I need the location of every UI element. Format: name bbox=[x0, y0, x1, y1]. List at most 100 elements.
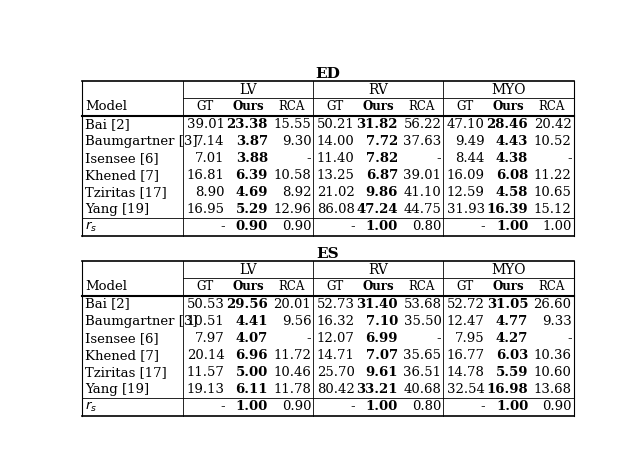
Text: 40.68: 40.68 bbox=[404, 383, 442, 396]
Text: GT: GT bbox=[456, 100, 474, 114]
Text: $r_s$: $r_s$ bbox=[85, 400, 97, 414]
Text: -: - bbox=[350, 220, 355, 234]
Text: 6.87: 6.87 bbox=[366, 169, 398, 182]
Text: 14.00: 14.00 bbox=[317, 135, 355, 148]
Text: 4.27: 4.27 bbox=[496, 332, 528, 345]
Text: 10.65: 10.65 bbox=[534, 186, 572, 199]
Text: 53.68: 53.68 bbox=[403, 298, 442, 311]
Text: -: - bbox=[307, 152, 311, 165]
Text: 6.39: 6.39 bbox=[236, 169, 268, 182]
Text: 16.39: 16.39 bbox=[486, 203, 528, 216]
Text: 20.14: 20.14 bbox=[187, 349, 225, 362]
Text: RV: RV bbox=[369, 263, 388, 277]
Text: Khened [7]: Khened [7] bbox=[85, 349, 159, 362]
Text: -: - bbox=[567, 152, 572, 165]
Text: 3.88: 3.88 bbox=[236, 152, 268, 165]
Text: -: - bbox=[436, 332, 442, 345]
Text: 4.41: 4.41 bbox=[236, 315, 268, 328]
Text: Bai [2]: Bai [2] bbox=[85, 298, 130, 311]
Text: ED: ED bbox=[316, 67, 340, 80]
Text: RCA: RCA bbox=[408, 100, 435, 114]
Text: 7.97: 7.97 bbox=[195, 332, 225, 345]
Text: 0.90: 0.90 bbox=[542, 401, 572, 413]
Text: MYO: MYO bbox=[492, 83, 525, 97]
Text: 21.02: 21.02 bbox=[317, 186, 355, 199]
Text: 0.90: 0.90 bbox=[282, 401, 311, 413]
Text: 5.59: 5.59 bbox=[495, 366, 528, 379]
Text: RCA: RCA bbox=[408, 280, 435, 293]
Text: 6.96: 6.96 bbox=[236, 349, 268, 362]
Text: 11.57: 11.57 bbox=[187, 366, 225, 379]
Text: 7.01: 7.01 bbox=[195, 152, 225, 165]
Text: 10.60: 10.60 bbox=[534, 366, 572, 379]
Text: 4.07: 4.07 bbox=[236, 332, 268, 345]
Text: ES: ES bbox=[317, 246, 339, 261]
Text: 6.11: 6.11 bbox=[236, 383, 268, 396]
Text: 20.42: 20.42 bbox=[534, 118, 572, 131]
Text: 4.69: 4.69 bbox=[236, 186, 268, 199]
Text: 31.40: 31.40 bbox=[356, 298, 398, 311]
Text: RCA: RCA bbox=[278, 100, 305, 114]
Text: Yang [19]: Yang [19] bbox=[85, 383, 149, 396]
Text: 13.25: 13.25 bbox=[317, 169, 355, 182]
Text: 35.65: 35.65 bbox=[403, 349, 442, 362]
Text: 47.10: 47.10 bbox=[447, 118, 484, 131]
Text: 31.05: 31.05 bbox=[486, 298, 528, 311]
Text: 12.96: 12.96 bbox=[273, 203, 311, 216]
Text: Ours: Ours bbox=[493, 100, 524, 114]
Text: 8.44: 8.44 bbox=[456, 152, 484, 165]
Text: 14.78: 14.78 bbox=[447, 366, 484, 379]
Text: 80.42: 80.42 bbox=[317, 383, 355, 396]
Text: 39.01: 39.01 bbox=[403, 169, 442, 182]
Text: 28.46: 28.46 bbox=[486, 118, 528, 131]
Text: GT: GT bbox=[326, 100, 344, 114]
Text: 31.93: 31.93 bbox=[447, 203, 484, 216]
Text: 0.80: 0.80 bbox=[412, 401, 442, 413]
Text: MYO: MYO bbox=[492, 263, 525, 277]
Text: 3.87: 3.87 bbox=[236, 135, 268, 148]
Text: -: - bbox=[567, 332, 572, 345]
Text: 31.82: 31.82 bbox=[356, 118, 398, 131]
Text: 1.00: 1.00 bbox=[366, 220, 398, 234]
Text: Isensee [6]: Isensee [6] bbox=[85, 152, 159, 165]
Text: Bai [2]: Bai [2] bbox=[85, 118, 130, 131]
Text: 7.82: 7.82 bbox=[366, 152, 398, 165]
Text: 9.49: 9.49 bbox=[455, 135, 484, 148]
Text: 19.13: 19.13 bbox=[186, 383, 225, 396]
Text: $r_s$: $r_s$ bbox=[85, 220, 97, 234]
Text: -: - bbox=[350, 401, 355, 413]
Text: 11.72: 11.72 bbox=[273, 349, 311, 362]
Text: 0.80: 0.80 bbox=[412, 220, 442, 234]
Text: 16.32: 16.32 bbox=[317, 315, 355, 328]
Text: 9.61: 9.61 bbox=[365, 366, 398, 379]
Text: 16.81: 16.81 bbox=[187, 169, 225, 182]
Text: LV: LV bbox=[239, 263, 257, 277]
Text: GT: GT bbox=[196, 280, 214, 293]
Text: 50.53: 50.53 bbox=[187, 298, 225, 311]
Text: 12.59: 12.59 bbox=[447, 186, 484, 199]
Text: 16.95: 16.95 bbox=[186, 203, 225, 216]
Text: 29.56: 29.56 bbox=[226, 298, 268, 311]
Text: Tziritas [17]: Tziritas [17] bbox=[85, 366, 166, 379]
Text: 10.52: 10.52 bbox=[534, 135, 572, 148]
Text: 12.07: 12.07 bbox=[317, 332, 355, 345]
Text: 7.95: 7.95 bbox=[455, 332, 484, 345]
Text: 50.21: 50.21 bbox=[317, 118, 355, 131]
Text: 15.12: 15.12 bbox=[534, 203, 572, 216]
Text: Isensee [6]: Isensee [6] bbox=[85, 332, 159, 345]
Text: 44.75: 44.75 bbox=[404, 203, 442, 216]
Text: 11.22: 11.22 bbox=[534, 169, 572, 182]
Text: -: - bbox=[436, 152, 442, 165]
Text: 16.77: 16.77 bbox=[447, 349, 484, 362]
Text: 0.90: 0.90 bbox=[236, 220, 268, 234]
Text: 33.21: 33.21 bbox=[356, 383, 398, 396]
Text: 4.38: 4.38 bbox=[496, 152, 528, 165]
Text: Yang [19]: Yang [19] bbox=[85, 203, 149, 216]
Text: 10.58: 10.58 bbox=[273, 169, 311, 182]
Text: 7.07: 7.07 bbox=[366, 349, 398, 362]
Text: 16.09: 16.09 bbox=[447, 169, 484, 182]
Text: Tziritas [17]: Tziritas [17] bbox=[85, 186, 166, 199]
Text: 13.68: 13.68 bbox=[534, 383, 572, 396]
Text: 20.01: 20.01 bbox=[273, 298, 311, 311]
Text: 15.55: 15.55 bbox=[273, 118, 311, 131]
